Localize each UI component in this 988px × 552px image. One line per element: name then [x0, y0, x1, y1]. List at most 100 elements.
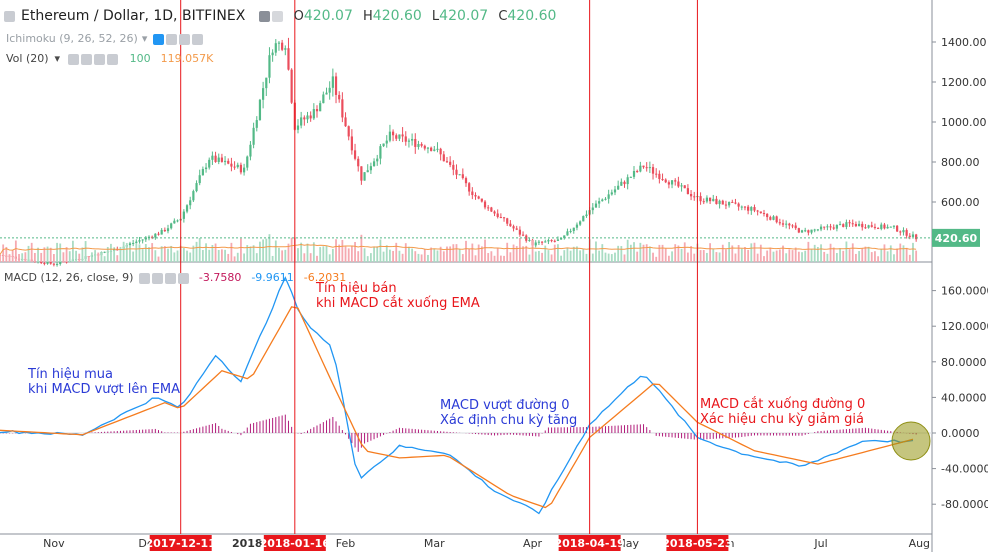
add-icon[interactable] — [165, 272, 177, 284]
candle-body — [861, 223, 864, 228]
candle-body — [889, 226, 892, 228]
candle-body — [233, 166, 236, 168]
candle-body — [728, 201, 731, 206]
settings-icon[interactable] — [272, 11, 284, 22]
annotation-macd-down-line2: Xác hiệu chu kỳ giảm giá — [700, 412, 864, 427]
candle-body — [144, 237, 147, 240]
candle-body — [604, 198, 607, 200]
macd-series-ema — [0, 306, 914, 509]
volume-bar — [268, 234, 271, 262]
volume-bar — [217, 249, 220, 262]
annotation-sell-line2: khi MACD cắt xuống EMA — [316, 296, 480, 311]
candle-body — [835, 224, 838, 229]
candle-body — [718, 200, 721, 205]
eye-icon[interactable] — [259, 11, 271, 22]
close-icon[interactable] — [107, 53, 119, 65]
volume-bar — [905, 247, 908, 262]
candle-body — [747, 206, 750, 211]
volume-bar — [309, 253, 312, 262]
volume-bar — [420, 254, 423, 262]
add-icon[interactable] — [179, 33, 191, 45]
volume-bar — [290, 237, 293, 262]
price-tick-label: 1400.00 — [941, 36, 987, 49]
volume-bar — [8, 254, 11, 262]
candle-body — [296, 125, 300, 130]
candle-body — [55, 263, 59, 265]
close-icon[interactable] — [178, 272, 190, 284]
candle-body — [471, 191, 474, 196]
volume-bar — [335, 239, 337, 262]
macd-legend: MACD (12, 26, close, 9) -3.7580 -9.9611 -6… — [4, 271, 346, 284]
candle-body — [227, 160, 230, 164]
volume-bar — [633, 242, 635, 262]
last-price-badge — [932, 228, 980, 247]
volume-bar — [896, 248, 899, 262]
volume-bar — [715, 252, 718, 262]
volume-bar — [468, 248, 471, 262]
volume-bar — [37, 247, 39, 262]
collapse-icon[interactable] — [4, 11, 15, 22]
candle-body — [487, 207, 490, 209]
settings-icon[interactable] — [81, 53, 93, 65]
volume-bar — [534, 251, 537, 262]
dropdown-icon[interactable]: ▾ — [141, 32, 148, 45]
volume-bar — [113, 250, 116, 262]
candle-body — [303, 117, 306, 120]
dropdown-icon[interactable]: ▾ — [54, 52, 61, 65]
volume-bar — [718, 252, 721, 262]
volume-bar — [474, 255, 477, 262]
volume-bar — [160, 246, 163, 262]
volume-bar — [522, 246, 524, 262]
volume-legend: Vol (20) ▾ 100 119.057K — [6, 52, 213, 65]
candle-body — [813, 229, 816, 231]
candle-body — [483, 201, 487, 208]
candle-body — [287, 48, 290, 70]
volume-bar — [68, 251, 71, 262]
eye-icon[interactable] — [139, 272, 151, 284]
volume-bar — [598, 250, 601, 262]
volume-bar — [138, 244, 141, 262]
candle-body — [791, 225, 794, 227]
time-tick-label: Aug — [909, 537, 930, 550]
signal-date-label: 2017-12-11 — [146, 537, 216, 550]
candle-body — [629, 176, 632, 178]
volume-bar — [350, 245, 353, 262]
candle-body — [360, 166, 363, 181]
volume-bar — [683, 242, 686, 262]
volume-bar — [642, 244, 645, 262]
volume-bar — [915, 250, 918, 262]
volume-bar — [563, 250, 566, 262]
low-label: L — [431, 9, 440, 24]
volume-bar — [706, 252, 708, 262]
volume-bar — [816, 247, 819, 262]
candle-body — [198, 175, 201, 184]
eye-icon[interactable] — [153, 33, 165, 45]
volume-bar — [423, 249, 426, 262]
volume-bar — [373, 247, 375, 262]
eye-icon[interactable] — [68, 53, 80, 65]
candle-body — [246, 156, 249, 168]
add-icon[interactable] — [94, 53, 106, 65]
volume-bar — [620, 246, 623, 262]
candle-body — [540, 241, 544, 243]
settings-icon[interactable] — [152, 272, 164, 284]
candle-body — [772, 216, 775, 220]
candle-body — [712, 198, 715, 202]
time-tick-label: Apr — [523, 537, 543, 550]
volume-bar — [747, 249, 750, 262]
volume-bar — [499, 255, 502, 262]
volume-bar — [797, 251, 800, 262]
settings-icon[interactable] — [166, 33, 178, 45]
candle-body — [211, 155, 214, 160]
volume-bar — [493, 255, 496, 262]
ichimoku-label: Ichimoku (9, 26, 52, 26) — [6, 32, 138, 45]
candle-body — [347, 126, 350, 137]
candle-body — [439, 148, 442, 155]
candle-body — [908, 235, 911, 237]
volume-bar — [661, 244, 664, 262]
last-price-badge-text: 420.60 — [935, 232, 978, 245]
candle-body — [300, 117, 303, 126]
close-icon[interactable] — [192, 33, 204, 45]
candle-body — [255, 120, 258, 128]
